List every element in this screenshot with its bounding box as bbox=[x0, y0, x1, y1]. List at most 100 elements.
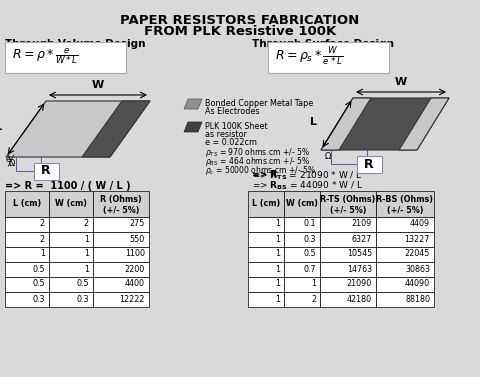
Bar bbox=[320, 276, 376, 291]
Bar bbox=[5, 216, 49, 231]
Text: $R=\rho_s*\frac{W}{e*L}$: $R=\rho_s*\frac{W}{e*L}$ bbox=[275, 45, 343, 67]
Text: 1: 1 bbox=[275, 234, 280, 244]
Text: 1: 1 bbox=[275, 294, 280, 303]
Text: 2200: 2200 bbox=[125, 265, 145, 273]
Text: 10545: 10545 bbox=[347, 250, 372, 259]
Polygon shape bbox=[82, 101, 150, 157]
Text: 550: 550 bbox=[130, 234, 145, 244]
Text: 4409: 4409 bbox=[410, 219, 430, 228]
Text: 14763: 14763 bbox=[347, 265, 372, 273]
Text: Bonded Copper Metal Tape: Bonded Copper Metal Tape bbox=[205, 99, 313, 108]
Bar bbox=[49, 247, 93, 262]
Text: 0.3: 0.3 bbox=[33, 294, 45, 303]
Bar bbox=[320, 262, 376, 276]
Text: 0.5: 0.5 bbox=[32, 265, 45, 273]
Text: 12222: 12222 bbox=[120, 294, 145, 303]
Text: 42180: 42180 bbox=[347, 294, 372, 303]
Text: R-BS (Ohms): R-BS (Ohms) bbox=[376, 195, 433, 204]
Text: 13227: 13227 bbox=[405, 234, 430, 244]
Text: Through Surface Design: Through Surface Design bbox=[252, 39, 394, 49]
Text: 4400: 4400 bbox=[125, 279, 145, 288]
Bar bbox=[49, 276, 93, 291]
Bar bbox=[248, 231, 284, 247]
Bar bbox=[248, 216, 284, 231]
Bar bbox=[5, 191, 49, 216]
Text: 44090: 44090 bbox=[405, 279, 430, 288]
FancyBboxPatch shape bbox=[267, 41, 388, 72]
Bar bbox=[248, 276, 284, 291]
Text: 1: 1 bbox=[275, 265, 280, 273]
Bar bbox=[376, 191, 434, 216]
Text: 2: 2 bbox=[311, 294, 316, 303]
Bar bbox=[49, 291, 93, 307]
Text: 2: 2 bbox=[84, 219, 89, 228]
Bar bbox=[93, 276, 149, 291]
Text: 30863: 30863 bbox=[405, 265, 430, 273]
Bar bbox=[248, 291, 284, 307]
Text: L (cm): L (cm) bbox=[13, 199, 41, 208]
Text: 2109: 2109 bbox=[352, 219, 372, 228]
Bar bbox=[248, 191, 284, 216]
Text: 1: 1 bbox=[84, 234, 89, 244]
Text: 1: 1 bbox=[84, 250, 89, 259]
Bar bbox=[376, 247, 434, 262]
Bar bbox=[320, 291, 376, 307]
Text: (+/- 5%): (+/- 5%) bbox=[387, 205, 423, 215]
Bar bbox=[284, 247, 320, 262]
Bar bbox=[376, 291, 434, 307]
Text: L: L bbox=[0, 122, 2, 132]
Bar bbox=[284, 216, 320, 231]
Bar bbox=[5, 291, 49, 307]
Text: 0.7: 0.7 bbox=[303, 265, 316, 273]
Text: W: W bbox=[395, 77, 407, 87]
Bar bbox=[93, 191, 149, 216]
Bar bbox=[5, 231, 49, 247]
Text: R (Ohms): R (Ohms) bbox=[100, 195, 142, 204]
Bar bbox=[376, 276, 434, 291]
Text: Ω: Ω bbox=[9, 159, 15, 168]
Text: => R =  1100 / ( W / L ): => R = 1100 / ( W / L ) bbox=[5, 181, 131, 191]
Text: 275: 275 bbox=[130, 219, 145, 228]
Text: e: e bbox=[5, 155, 10, 164]
Text: R: R bbox=[41, 164, 51, 178]
Text: 1: 1 bbox=[275, 219, 280, 228]
Text: => R: => R bbox=[252, 170, 277, 179]
Text: W (cm): W (cm) bbox=[286, 199, 318, 208]
Text: 2: 2 bbox=[40, 234, 45, 244]
Text: L (cm): L (cm) bbox=[252, 199, 280, 208]
Text: Ω: Ω bbox=[325, 152, 331, 161]
Text: $\rho_c$ = 50000 ohms.cm +/- 5%: $\rho_c$ = 50000 ohms.cm +/- 5% bbox=[205, 164, 316, 177]
Text: W (cm): W (cm) bbox=[55, 199, 87, 208]
Text: L: L bbox=[310, 117, 317, 127]
Bar bbox=[93, 231, 149, 247]
Text: 1: 1 bbox=[275, 250, 280, 259]
Bar bbox=[284, 191, 320, 216]
Text: Through Volume Design: Through Volume Design bbox=[5, 39, 145, 49]
Polygon shape bbox=[184, 99, 202, 109]
Text: 0.5: 0.5 bbox=[76, 279, 89, 288]
Text: $\rho_{TS}$ = 970 ohms.cm +/- 5%: $\rho_{TS}$ = 970 ohms.cm +/- 5% bbox=[205, 146, 310, 159]
Bar bbox=[248, 247, 284, 262]
Bar bbox=[49, 216, 93, 231]
Text: 0.3: 0.3 bbox=[303, 234, 316, 244]
Text: 21090: 21090 bbox=[347, 279, 372, 288]
Bar bbox=[284, 291, 320, 307]
Bar bbox=[5, 247, 49, 262]
Polygon shape bbox=[399, 98, 449, 150]
Text: As Electrodes: As Electrodes bbox=[205, 107, 260, 116]
Polygon shape bbox=[321, 98, 371, 150]
Text: PLK 100K Sheet: PLK 100K Sheet bbox=[205, 122, 268, 131]
Text: (+/- 5%): (+/- 5%) bbox=[103, 205, 139, 215]
Polygon shape bbox=[184, 122, 202, 132]
Text: (+/- 5%): (+/- 5%) bbox=[330, 205, 366, 215]
Bar bbox=[320, 231, 376, 247]
Text: 22045: 22045 bbox=[405, 250, 430, 259]
Bar bbox=[376, 231, 434, 247]
Text: 1: 1 bbox=[275, 279, 280, 288]
Text: e = 0.022cm: e = 0.022cm bbox=[205, 138, 257, 147]
Bar bbox=[320, 247, 376, 262]
Text: 1: 1 bbox=[311, 279, 316, 288]
Bar bbox=[49, 231, 93, 247]
Text: 1: 1 bbox=[40, 250, 45, 259]
Text: 2: 2 bbox=[40, 219, 45, 228]
